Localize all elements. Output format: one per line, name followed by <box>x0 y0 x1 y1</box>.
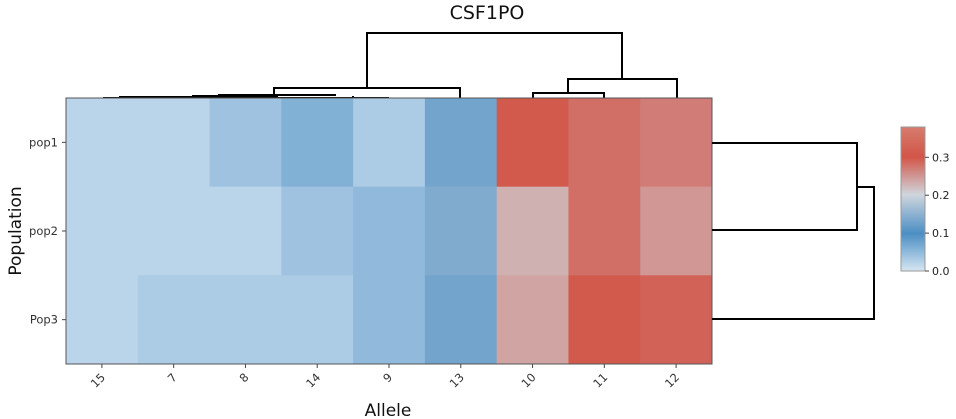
y-tick-label: pop1 <box>29 135 58 149</box>
heatmap-cell <box>496 186 569 276</box>
x-tick-label: 13 <box>447 370 467 390</box>
colorbar-ticks: 0.0 0.1 0.2 0.3 <box>925 151 950 278</box>
heatmap-cell <box>66 275 139 365</box>
heatmap-cell <box>209 98 282 188</box>
heatmap-cell <box>137 98 211 188</box>
heatmap-cell <box>209 275 282 365</box>
x-tick-label: 12 <box>662 370 682 390</box>
heatmap-cell <box>424 275 498 365</box>
colorbar-gradient <box>900 126 926 272</box>
chart-title: CSF1PO <box>450 2 525 24</box>
colorbar-tick-label: 0.0 <box>932 265 950 278</box>
heatmap-cell <box>281 98 354 188</box>
heatmap-cell <box>353 186 426 276</box>
heatmap-cell <box>353 98 426 188</box>
y-tick-label: Pop3 <box>30 313 58 327</box>
heatmap-cell <box>568 98 641 188</box>
x-tick-label: 8 <box>236 370 251 385</box>
heatmap-cell <box>496 275 569 365</box>
x-tick-label: 7 <box>165 370 180 385</box>
heatmap-cell <box>424 98 498 188</box>
heatmap-cell <box>568 275 641 365</box>
colorbar-tick-label: 0.1 <box>932 227 950 240</box>
heatmap-cell <box>640 98 713 188</box>
colorbar-tick-label: 0.3 <box>932 151 950 164</box>
heatmap-cell <box>137 275 211 365</box>
y-tick-label: pop2 <box>29 224 58 238</box>
heatmap-cell <box>640 186 713 276</box>
heatmap-cell <box>424 186 498 276</box>
x-tick-label: 9 <box>380 370 395 385</box>
heatmap-cell <box>281 275 354 365</box>
x-tick-label: 11 <box>590 370 610 390</box>
x-tick-label: 14 <box>303 370 323 390</box>
column-dendrogram <box>103 32 678 99</box>
heatmap-cell <box>568 186 641 276</box>
y-axis-ticks: pop1 pop2 Pop3 <box>29 135 66 327</box>
x-tick-label: 10 <box>518 370 538 390</box>
heatmap-cells <box>66 98 713 365</box>
heatmap-cell <box>496 98 569 188</box>
x-axis-title: Allele <box>365 401 412 419</box>
colorbar-tick-label: 0.2 <box>932 189 950 202</box>
y-axis-title: Population <box>6 186 26 275</box>
heatmap-cell <box>66 98 139 188</box>
heatmap-cell <box>640 275 713 365</box>
row-dendrogram <box>712 142 875 320</box>
x-axis-ticks: 15 7 8 14 9 13 10 11 12 <box>88 364 682 390</box>
heatmap-cell <box>281 186 354 276</box>
heatmap-cell <box>137 186 211 276</box>
heatmap-cell <box>66 186 139 276</box>
colorbar: 0.0 0.1 0.2 0.3 <box>900 126 950 278</box>
heatmap-cell <box>209 186 282 276</box>
heatmap-cell <box>353 275 426 365</box>
x-tick-label: 15 <box>88 370 108 390</box>
